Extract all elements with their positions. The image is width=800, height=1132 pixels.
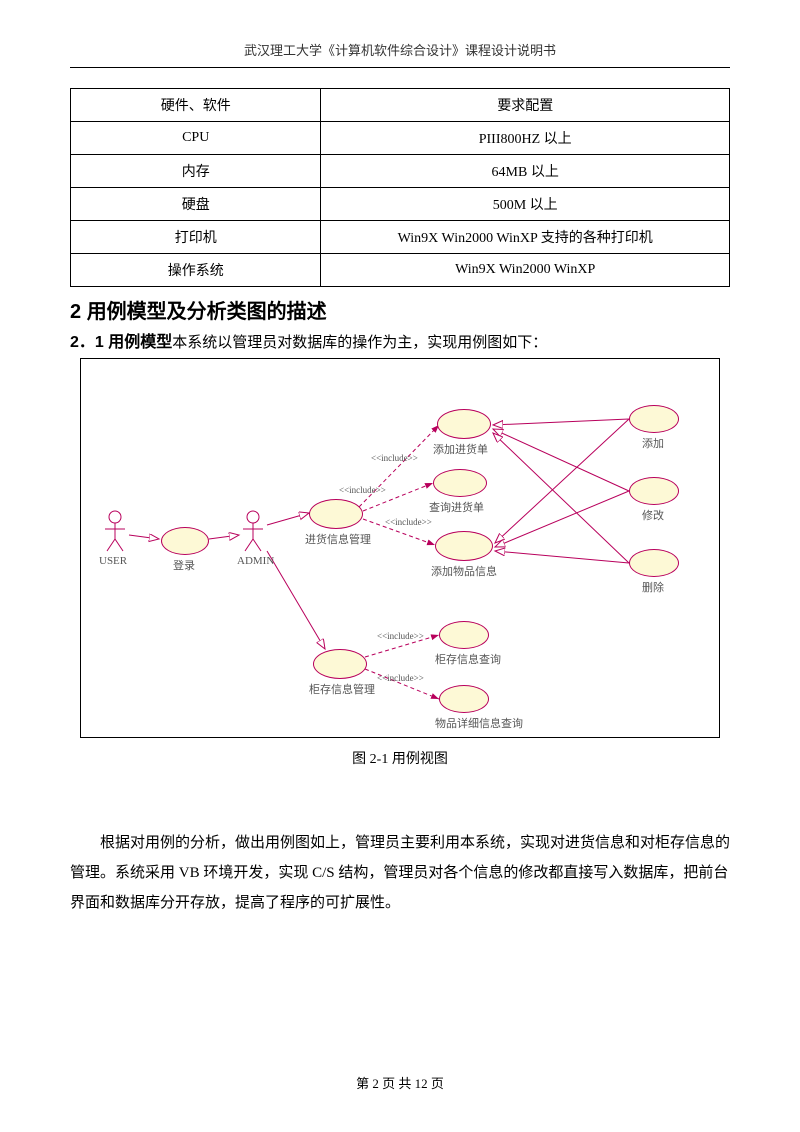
page-footer: 第 2 页 共 12 页	[0, 1073, 800, 1092]
usecase-ellipse	[629, 405, 679, 433]
table-cell: 硬件、软件	[71, 89, 321, 122]
table-cell: 内存	[71, 155, 321, 188]
body-paragraph: 根据对用例的分析，做出用例图如上，管理员主要利用本系统，实现对进货信息和对柜存信…	[70, 828, 730, 918]
usecase-label: 修改	[642, 507, 664, 523]
section-title: 2 用例模型及分析类图的描述	[70, 295, 730, 324]
include-label: <<include>>	[385, 517, 432, 527]
usecase-label: 添加进货单	[433, 441, 488, 457]
table-cell: Win9X Win2000 WinXP 支持的各种打印机	[321, 221, 730, 254]
table-cell: 64MB 以上	[321, 155, 730, 188]
include-label: <<include>>	[377, 631, 424, 641]
usecase-label: 登录	[173, 557, 195, 573]
usecase-label: 柜存信息查询	[435, 651, 501, 667]
usecase-label: 柜存信息管理	[309, 681, 375, 697]
usecase-ellipse	[439, 685, 489, 713]
table-cell: 500M 以上	[321, 188, 730, 221]
page-header: 武汉理工大学《计算机软件综合设计》课程设计说明书	[70, 40, 730, 68]
usecase-ellipse	[161, 527, 209, 555]
usecase-label: 删除	[642, 579, 664, 595]
subsection-title: 2．1 用例模型本系统以管理员对数据库的操作为主，实现用例图如下：	[70, 328, 730, 352]
table-cell: 要求配置	[321, 89, 730, 122]
usecase-label: 添加	[642, 435, 664, 451]
usecase-label: 物品详细信息查询	[435, 715, 523, 731]
table-cell: Win9X Win2000 WinXP	[321, 254, 730, 287]
diagram-caption: 图 2-1 用例视图	[70, 748, 730, 768]
usecase-ellipse	[437, 409, 491, 439]
usecase-label: 添加物品信息	[431, 563, 497, 579]
usecase-label: 进货信息管理	[305, 531, 371, 547]
requirements-table: 硬件、软件要求配置CPUPIII800HZ 以上内存64MB 以上硬盘500M …	[70, 88, 730, 287]
include-label: <<include>>	[339, 485, 386, 495]
table-cell: CPU	[71, 122, 321, 155]
include-label: <<include>>	[377, 673, 424, 683]
table-cell: 硬盘	[71, 188, 321, 221]
usecase-ellipse	[629, 549, 679, 577]
usecase-ellipse	[629, 477, 679, 505]
actor-label: USER	[99, 555, 127, 567]
usecase-ellipse	[313, 649, 367, 679]
include-label: <<include>>	[371, 453, 418, 463]
table-cell: 操作系统	[71, 254, 321, 287]
usecase-ellipse	[433, 469, 487, 497]
usecase-ellipse	[435, 531, 493, 561]
usecase-diagram: USER ADMIN 登录 进货信息管理 添加进货单查询进货单添加物品信息 添加修改删除柜…	[80, 358, 720, 738]
table-cell: 打印机	[71, 221, 321, 254]
usecase-ellipse	[309, 499, 363, 529]
actor-label: ADMIN	[237, 555, 274, 567]
usecase-ellipse	[439, 621, 489, 649]
usecase-label: 查询进货单	[429, 499, 484, 515]
table-cell: PIII800HZ 以上	[321, 122, 730, 155]
